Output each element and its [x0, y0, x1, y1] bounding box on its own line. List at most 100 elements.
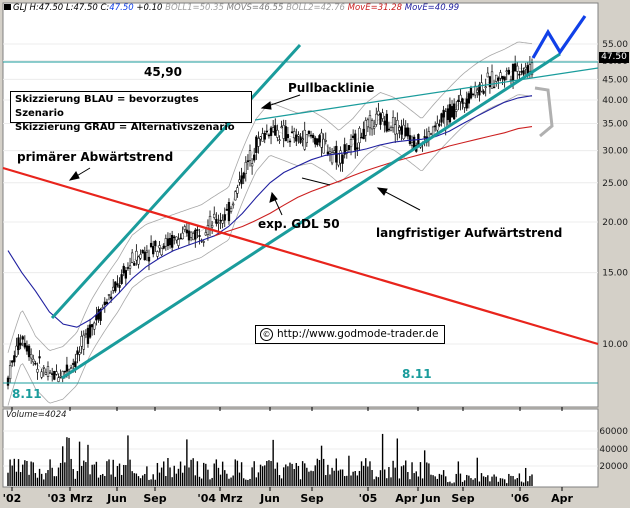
candle-body	[440, 113, 443, 123]
candle-body	[210, 225, 214, 228]
candle-body	[503, 76, 506, 81]
volume-bar	[442, 470, 445, 486]
volume-bar	[485, 477, 487, 486]
volume-bar	[148, 479, 150, 486]
candle-body	[343, 144, 346, 155]
candle-body	[509, 79, 513, 81]
volume-bar	[457, 461, 460, 486]
volume-bar	[259, 464, 262, 486]
volume-bar	[310, 470, 312, 486]
candle-body	[518, 73, 521, 76]
move2-label: MovE=40.99	[404, 3, 460, 13]
volume-bar	[131, 471, 133, 486]
change-value: +0.10	[136, 3, 163, 13]
candle-body	[185, 229, 189, 234]
candle-body	[282, 125, 285, 139]
volume-bar	[335, 458, 337, 486]
volume-bar	[304, 463, 306, 486]
candle-body	[27, 345, 31, 358]
candle-body	[480, 82, 483, 92]
volume-bar	[270, 461, 272, 486]
candle-body	[65, 364, 69, 372]
volume-bar	[373, 479, 375, 486]
volume-bar	[167, 458, 169, 486]
volume-bar	[421, 478, 424, 486]
volume-bar	[386, 478, 388, 486]
volume-bar	[392, 460, 394, 486]
candle-body	[82, 334, 85, 350]
volume-bar	[150, 479, 152, 486]
volume-bar	[137, 476, 140, 486]
candle-body	[495, 74, 498, 82]
candle-body	[105, 301, 109, 305]
volume-bar	[339, 469, 342, 486]
candle-body	[240, 175, 243, 185]
candle-body	[318, 135, 321, 143]
candle-body	[236, 187, 239, 194]
candle-body	[402, 124, 405, 140]
candle-body	[36, 368, 39, 373]
candle-body	[227, 202, 231, 222]
volume-bar	[346, 475, 348, 486]
volume-bar	[333, 470, 335, 486]
candle-body	[147, 256, 151, 262]
candle-body	[284, 126, 287, 142]
candle-body	[360, 136, 363, 139]
volume-bar	[99, 474, 102, 486]
volume-bar	[344, 476, 346, 486]
volume-bar	[402, 465, 405, 486]
candle-body	[446, 108, 449, 120]
candle-body	[286, 134, 290, 139]
candle-body	[379, 113, 382, 125]
candle-body	[488, 76, 492, 88]
candle-body	[499, 72, 502, 79]
candle-body	[324, 140, 327, 142]
candle-body	[198, 235, 201, 237]
volume-bar	[524, 467, 527, 486]
volume-bar	[348, 455, 350, 486]
candle-body	[118, 284, 121, 288]
candle-body	[93, 322, 96, 330]
candle-body	[34, 362, 37, 365]
volume-bar	[518, 473, 521, 486]
volume-bar	[434, 476, 436, 486]
candle-body	[13, 355, 16, 363]
volume-bar	[152, 474, 154, 486]
candle-body	[221, 220, 224, 224]
volume-bar	[388, 467, 390, 486]
candle-body	[170, 234, 174, 248]
volume-bar	[228, 478, 230, 486]
candle-body	[364, 120, 367, 136]
candle-body	[337, 153, 340, 166]
volume-bar	[97, 477, 100, 486]
volume-bar	[253, 461, 255, 486]
candle-body	[293, 131, 296, 139]
volume-bar	[354, 471, 356, 486]
candle-body	[6, 377, 10, 386]
candle-body	[410, 142, 414, 146]
volume-bar	[7, 472, 9, 486]
volume-bar	[232, 475, 234, 486]
volume-bar	[198, 476, 201, 486]
volume-bar	[68, 437, 70, 486]
volume-bar	[478, 481, 481, 486]
volume-bar	[510, 475, 512, 486]
volume-bar	[169, 467, 171, 486]
gdl200-line	[214, 126, 533, 237]
volume-bar	[531, 474, 533, 486]
volume-bar	[365, 458, 367, 486]
candle-body	[339, 150, 342, 164]
volume-bar	[287, 466, 289, 486]
candle-body	[375, 113, 378, 125]
volume-bar	[209, 479, 211, 486]
candle-body	[288, 140, 292, 143]
candle-body	[145, 250, 149, 253]
boll2-label: BOLL2=42.76	[286, 3, 345, 13]
x-tick-label: Sep	[300, 492, 323, 505]
volume-bar	[476, 457, 478, 486]
candle-body	[122, 265, 125, 274]
candle-body	[507, 69, 511, 75]
volume-bar	[91, 464, 93, 486]
candle-body	[137, 256, 140, 265]
candle-body	[229, 208, 233, 212]
